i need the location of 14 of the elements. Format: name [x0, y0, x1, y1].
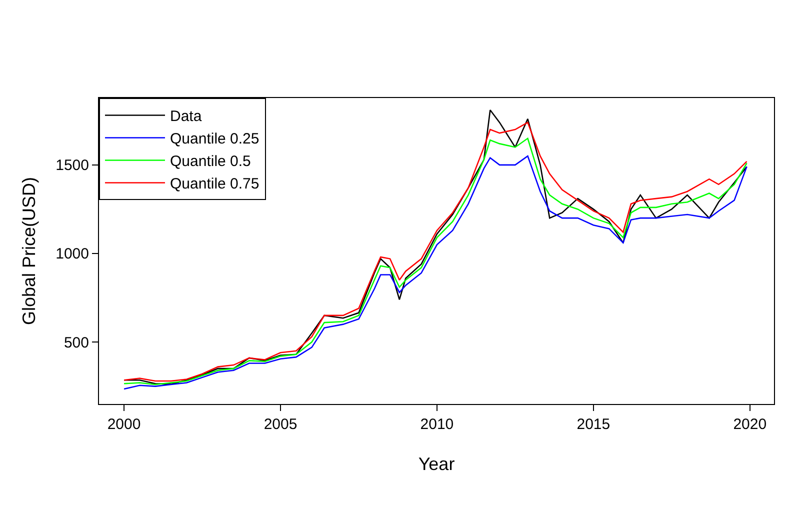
legend-label: Quantile 0.25: [170, 130, 260, 148]
y-tick-label: 500: [64, 334, 89, 352]
legend-label: Quantile 0.75: [170, 176, 260, 193]
x-tick-label: 2005: [264, 416, 298, 433]
x-tick-label: 2015: [576, 416, 610, 433]
y-tick-label: 1500: [56, 157, 89, 174]
legend-label: Quantile 0.5: [170, 153, 251, 170]
y-axis-title: Global Price(USD): [18, 176, 39, 326]
y-tick-label: 1000: [56, 246, 89, 263]
x-tick-label: 2000: [107, 416, 141, 433]
x-tick-label: 2010: [420, 416, 454, 433]
x-tick-label: 2020: [733, 416, 767, 433]
x-axis-title: Year: [418, 454, 455, 474]
legend-label: Data: [170, 108, 202, 126]
